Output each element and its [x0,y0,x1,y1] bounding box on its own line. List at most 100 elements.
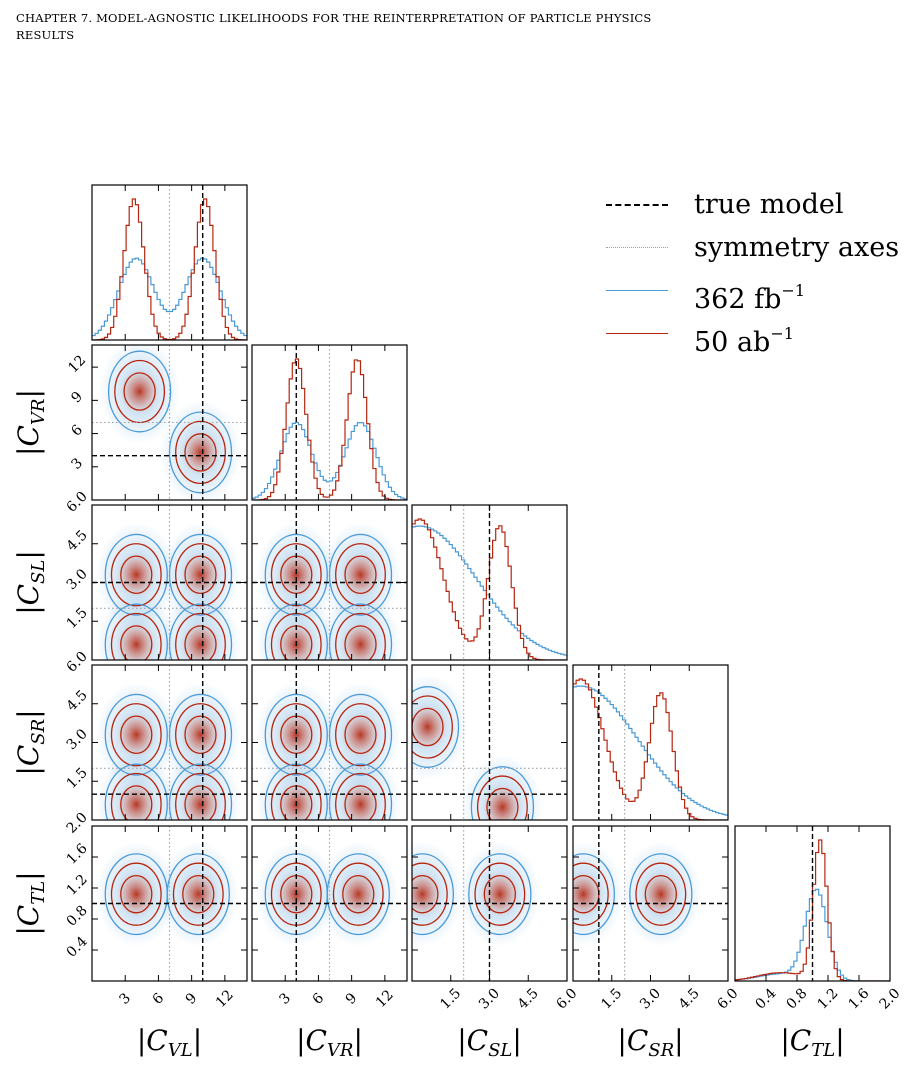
axis-label-main: |C [12,745,45,776]
red-contour-outer [175,612,226,660]
red-contour-outer [175,543,226,607]
x-tick-label: 9 [343,990,361,1008]
axis-label-bar: | [12,709,45,718]
red-contour-inner [344,785,377,820]
red-contour-inner [120,715,153,755]
legend-label-symmetry-axes: symmetry axes [694,232,900,263]
red-density-blob [180,621,221,660]
x-tick-label: 1.6 [845,985,872,1012]
red-contour-inner [123,372,156,411]
legend-label-362fb: 362 fb−1 [694,271,805,315]
red-contour-inner [120,625,153,660]
axis-label-main: |C [296,1024,327,1057]
red-density-blob [180,429,221,476]
blue-contour [168,533,233,616]
axis-label-bar: | [512,1024,521,1057]
histogram-blue [573,685,728,816]
x-axis-label-CTL: |CTL| [780,1024,844,1061]
panel-ticks [252,665,407,820]
panel-ticks [92,345,247,500]
x-axis-label-CSL: |CSL| [457,1024,522,1061]
axis-label-sub: VR [327,1040,354,1061]
density-panel-CVL-CSL [92,505,247,660]
marginal-panel-CVL [92,185,247,340]
y-axis-label-CVR: |CVR| [12,389,49,456]
red-contour-outer [573,862,609,926]
legend-label-362fb-text: 362 fb [694,284,782,315]
red-contour-outer [114,359,166,424]
density-panel-CVR-CSL [252,505,407,660]
axis-label-main: |C [12,584,45,615]
axis-label-sub: SL [488,1040,512,1061]
x-tick-label: 3.0 [637,985,664,1012]
y-tick-label: 0.8 [64,903,91,930]
panel-ticks [92,505,247,660]
y-tick-label: 3 [68,455,86,473]
x-tick-label: 1.5 [437,985,464,1012]
x-tick-label: 12 [213,987,237,1011]
red-contour-inner [342,874,375,914]
y-tick-label: 0.4 [64,934,91,961]
axis-label-bar: | [12,389,45,398]
red-density-blob [180,781,221,820]
x-tick-label: 9 [183,990,201,1008]
red-contour-inner [184,433,217,472]
red-contour-inner [483,874,516,914]
x-tick-label: 6.0 [714,985,741,1012]
density-panel-CVL-CSR [92,665,247,820]
axis-label-main: |C [137,1024,168,1057]
red-density-blob [340,711,381,758]
axis-label-bar: | [674,1024,683,1057]
panel-ticks [252,505,407,660]
x-tick-label: 6 [310,990,328,1008]
axis-label-sub: SL [28,560,49,584]
blue-contour [168,603,233,660]
red-contour-inner [182,874,215,914]
density-panel-CSL-CTL [412,826,567,981]
x-axis-label-CVL: |CVL| [137,1024,202,1061]
blue-contour [264,533,328,616]
x-tick-label: 1.2 [814,985,841,1012]
red-contour-outer [335,772,386,820]
red-density-blob [119,368,160,415]
red-density-blob [116,711,157,758]
red-density-blob [276,711,317,758]
red-contour-outer [172,862,224,926]
y-axis-label-CTL: |CTL| [12,871,49,935]
axis-label-bar: | [193,1024,202,1057]
marginal-panel-CVR [252,345,407,500]
red-contour-inner [184,785,217,820]
axis-label-main: |C [617,1024,648,1057]
legend-label-362fb-exp: −1 [781,281,805,300]
red-density-blob [640,870,681,918]
chapter-title-line1: CHAPTER 7. MODEL-AGNOSTIC LIKELIHOODS FO… [16,11,652,25]
red-density-blob [116,551,157,598]
blue-contour [412,853,454,936]
red-contour-inner [120,785,153,820]
red-contour-outer [175,420,226,485]
panel-ticks [284,345,386,500]
axis-label-main: |C [457,1024,488,1057]
blue-contour [573,853,615,936]
x-axis-label-CVR: |CVR| [296,1024,363,1061]
x-tick-label: 0.4 [752,985,779,1012]
marginal-panel-CTL [735,826,890,981]
red-density-blob [412,870,443,918]
legend: true model symmetry axes 362 fb−1 50 ab−… [600,185,900,365]
y-axis-label-CSR: |CSR| [12,709,49,775]
blue-contour [328,603,393,660]
x-tick-label: 0.8 [783,985,810,1012]
histogram-blue [92,257,247,337]
legend-item-362fb: 362 fb−1 [600,271,900,315]
axis-label-bar: | [12,871,45,880]
x-tick-label: 4.5 [676,985,703,1012]
axis-label-sub: VL [168,1040,193,1061]
marginal-panel-CSR [573,665,728,820]
blue-contour [629,853,693,936]
x-axis-label-CSR: |CSR| [617,1024,683,1061]
axis-label-sub: SR [28,719,49,745]
red-contour-outer [175,772,226,820]
axis-label-main: |C [780,1024,811,1057]
density-panel-CVR-CTL [252,826,407,981]
